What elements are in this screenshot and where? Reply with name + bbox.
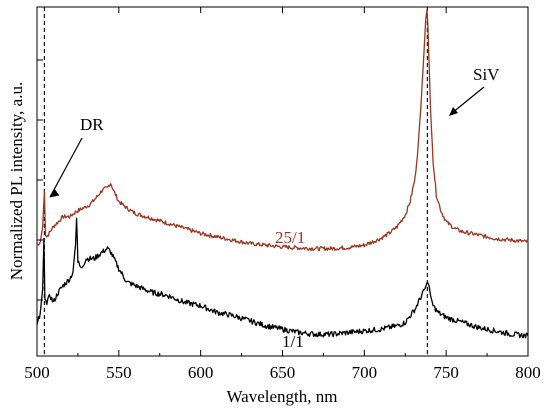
y-axis-title: Normalized PL intensity, a.u. — [7, 82, 26, 280]
arrowhead-siv — [449, 107, 458, 116]
x-tick-label-700: 700 — [352, 363, 378, 382]
annotation-dr: DR — [80, 115, 104, 134]
plot-area-frame — [36, 6, 529, 357]
series-label-1-1: 1/1 — [282, 332, 304, 351]
x-tick-label-600: 600 — [188, 363, 214, 382]
arrow-siv — [451, 86, 485, 114]
x-axis-title: Wavelength, nm — [227, 387, 338, 406]
x-tick-label-650: 650 — [270, 363, 296, 382]
series-layer — [36, 9, 529, 339]
annotation-siv: SiV — [473, 65, 500, 84]
arrow-dr — [49, 137, 83, 197]
series-line-25-1 — [36, 9, 529, 252]
x-tick-label-500: 500 — [24, 363, 50, 382]
x-tick-label-550: 550 — [106, 363, 132, 382]
x-tick-label-800: 800 — [515, 363, 541, 382]
arrowhead-dr — [49, 188, 60, 198]
reference-lines — [43, 7, 428, 356]
ticks-layer: 500 550 600 650 700 750 800 — [24, 7, 541, 382]
x-tick-label-750: 750 — [433, 363, 459, 382]
annotations-layer: DR SiV 25/1 1/1 — [49, 65, 500, 351]
series-line-1-1 — [36, 217, 529, 339]
series-label-25-1: 25/1 — [275, 228, 305, 247]
